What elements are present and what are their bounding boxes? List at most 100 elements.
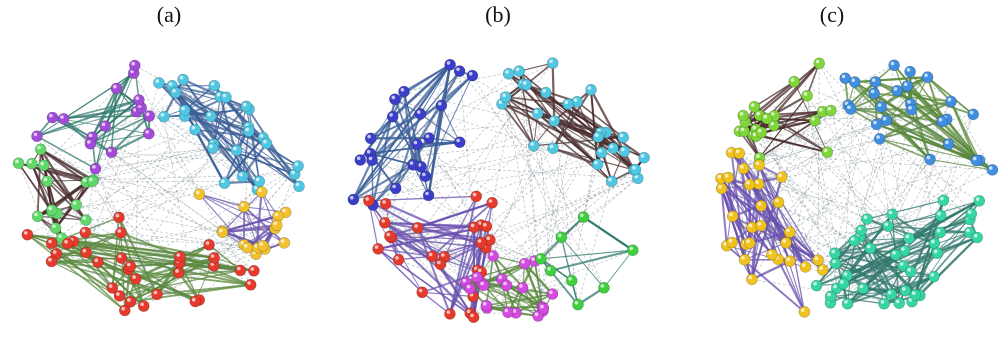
node-blue xyxy=(891,84,903,97)
edge xyxy=(561,178,638,238)
node-highlight xyxy=(34,212,38,217)
node-teal xyxy=(837,277,850,290)
node-yellow xyxy=(238,200,250,213)
edge xyxy=(51,257,122,263)
edge xyxy=(443,196,477,258)
node-yellow xyxy=(733,147,746,160)
edge xyxy=(384,221,445,258)
node-highlight xyxy=(718,184,722,189)
edge xyxy=(85,131,249,253)
node-cyan xyxy=(617,131,630,144)
node-cyan xyxy=(230,144,243,157)
node-yellow xyxy=(755,200,767,212)
edge xyxy=(806,95,935,277)
node-green xyxy=(12,157,25,169)
node-magenta xyxy=(502,306,514,319)
node-teal xyxy=(893,297,906,310)
edge xyxy=(576,101,624,138)
edge xyxy=(472,75,605,288)
edge xyxy=(760,225,806,313)
edge xyxy=(822,111,980,202)
edge xyxy=(413,164,638,179)
node-red xyxy=(467,311,480,324)
node-highlight xyxy=(422,172,426,177)
edge xyxy=(372,144,418,206)
node-red xyxy=(137,300,150,312)
edge xyxy=(116,88,258,190)
node-highlight xyxy=(254,244,258,248)
edge xyxy=(909,71,974,115)
edge xyxy=(818,63,971,220)
edge xyxy=(391,63,451,118)
node-highlight xyxy=(94,258,99,263)
edge xyxy=(163,116,243,177)
node-highlight xyxy=(291,170,295,175)
node-highlight xyxy=(243,244,248,248)
node-highlight xyxy=(819,266,823,270)
node-highlight xyxy=(82,178,87,183)
edge xyxy=(208,244,241,271)
edge xyxy=(473,136,599,318)
node-highlight xyxy=(786,257,791,262)
node-green xyxy=(25,157,38,170)
edge xyxy=(720,188,728,246)
edge xyxy=(395,73,509,189)
node-red xyxy=(444,308,456,320)
node-yellow xyxy=(722,171,735,184)
node-cyan xyxy=(206,142,219,154)
node-highlight xyxy=(258,188,262,192)
edge xyxy=(213,189,258,258)
node-highlight xyxy=(145,130,149,134)
edge xyxy=(743,168,868,220)
node-highlight xyxy=(356,156,361,160)
node-highlight xyxy=(752,132,757,137)
node-cyan xyxy=(240,100,253,113)
edge xyxy=(505,96,535,147)
edge xyxy=(389,235,471,314)
node-highlight xyxy=(893,87,898,91)
node-highlight xyxy=(89,177,93,182)
node-highlight xyxy=(58,234,62,239)
node-highlight xyxy=(594,133,599,137)
edge xyxy=(352,91,405,200)
node-highlight xyxy=(814,256,819,261)
node-highlight xyxy=(446,61,451,65)
node-highlight xyxy=(486,236,491,240)
node-highlight xyxy=(395,256,399,260)
node-cyan xyxy=(253,175,266,188)
node-highlight xyxy=(60,115,64,119)
edge xyxy=(836,101,952,289)
node-yellow xyxy=(766,248,778,261)
node-magenta xyxy=(500,279,513,292)
node-cyan xyxy=(178,104,191,117)
node-highlight xyxy=(890,61,895,66)
edge xyxy=(43,88,117,166)
node-red xyxy=(203,239,215,251)
edge xyxy=(36,135,96,170)
node-green xyxy=(49,222,62,234)
edge xyxy=(491,202,494,256)
node-highlight xyxy=(115,213,120,218)
node-highlight xyxy=(815,59,820,64)
node-green xyxy=(31,210,44,223)
edge xyxy=(749,184,787,243)
edge xyxy=(950,101,993,171)
node-blue xyxy=(875,101,888,113)
node-green xyxy=(821,146,834,158)
edge xyxy=(370,120,555,139)
node-magenta xyxy=(471,271,483,284)
node-red xyxy=(480,220,493,233)
node-cyan xyxy=(153,77,165,89)
edge xyxy=(522,84,544,312)
edge xyxy=(95,168,158,295)
node-highlight xyxy=(840,280,844,284)
edge xyxy=(177,272,201,301)
edge xyxy=(476,152,602,197)
node-red xyxy=(174,250,186,263)
edge xyxy=(95,168,122,233)
node-red xyxy=(234,264,247,277)
node-red xyxy=(426,250,439,263)
node-purple xyxy=(129,59,141,72)
node-highlight xyxy=(573,98,578,102)
node-yellow xyxy=(784,255,796,268)
